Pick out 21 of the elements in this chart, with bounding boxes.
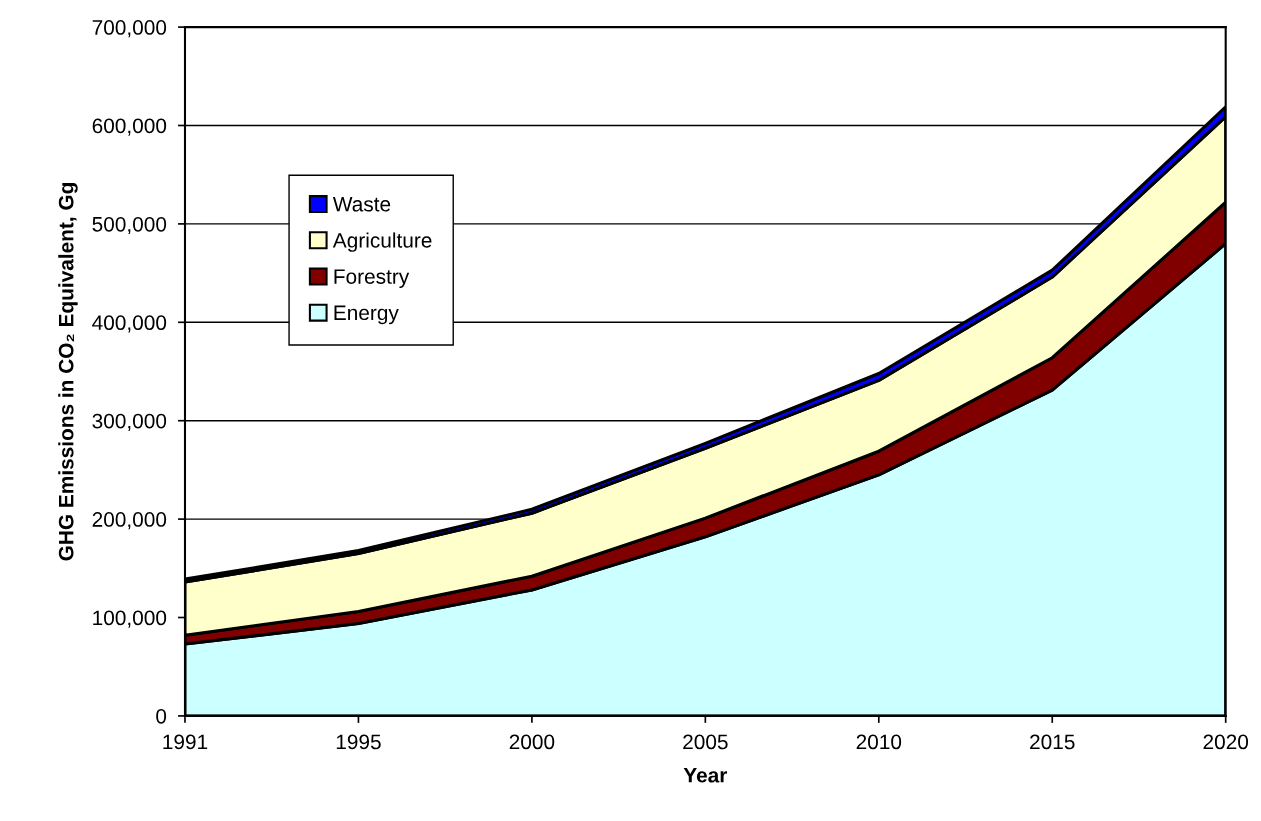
y-tick-label: 600,000 [92,118,167,136]
y-axis-title: GHG Emissions in CO₂ Equivalent, Gg [58,183,78,561]
y-tick-label: 300,000 [92,413,167,431]
x-axis-title: Year [683,768,728,783]
x-tick-label: 2005 [683,734,728,750]
legend-label: Agriculture [332,232,432,252]
x-tick-label: 2000 [509,734,555,750]
x-tick-label: 2015 [1030,734,1075,750]
y-tick-label: 700,000 [92,20,167,38]
y-tick-label: 100,000 [93,610,167,628]
legend-label: Waste [332,196,391,212]
x-tick-label: 1995 [336,734,381,750]
x-tick-label: 1991 [163,734,208,750]
legend-label: Energy [334,305,399,325]
x-tick-label: 2020 [1203,734,1249,750]
y-tick-label: 0 [156,708,167,724]
y-tick-label: 200,000 [92,512,167,530]
y-tick-label: 400,000 [92,315,167,333]
y-tick-label: 500,000 [92,216,167,235]
x-tick-label: 2010 [856,734,902,750]
legend-label: Forestry [334,269,410,289]
